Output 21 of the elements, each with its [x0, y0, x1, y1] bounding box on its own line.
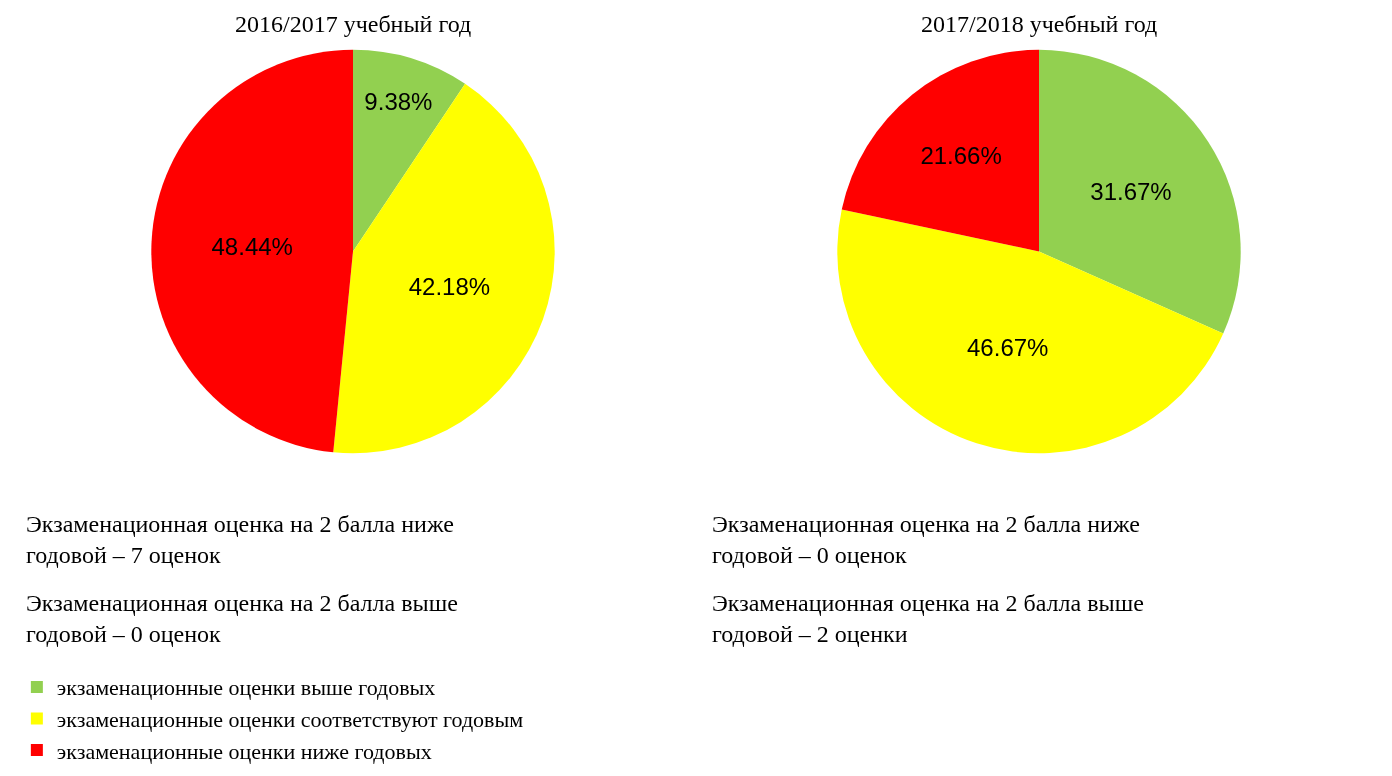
data-label: 9.38%: [364, 88, 433, 116]
pie-slice: [333, 83, 555, 454]
data-label: 42.18%: [408, 272, 491, 300]
legend-label: экзаменационные оценки соответствуют годовым: [56, 707, 524, 733]
pie-slice: [1039, 49, 1241, 334]
pie-slice: [353, 49, 466, 252]
pie-slice: [837, 209, 1224, 454]
data-label: 21.66%: [920, 141, 1002, 169]
legend-label: экзаменационные оценки ниже годовых: [56, 738, 432, 764]
text: Экзаменационная оценка на 2 балла ниже годовой – 0 оценок: [712, 511, 1140, 569]
text: Экзаменационная оценка на 2 балла выше годовой – 2 оценки: [712, 590, 1144, 648]
chart-title: 2016/2017 учебный год: [235, 11, 472, 37]
text: Экзаменационная оценка на 2 балла ниже годовой – 7 оценок: [26, 511, 454, 569]
data-label: 48.44%: [211, 233, 293, 261]
text: Экзаменационная оценка на 2 балла выше годовой – 0 оценок: [26, 590, 458, 648]
pie-slice: [151, 49, 353, 453]
legend-label: экзаменационные оценки выше годовых: [56, 675, 436, 701]
chart-title: 2017/2018 учебный год: [921, 11, 1158, 37]
pie-slice: [841, 49, 1039, 252]
data-label: 31.67%: [1090, 178, 1172, 206]
data-label: 46.67%: [967, 334, 1049, 362]
